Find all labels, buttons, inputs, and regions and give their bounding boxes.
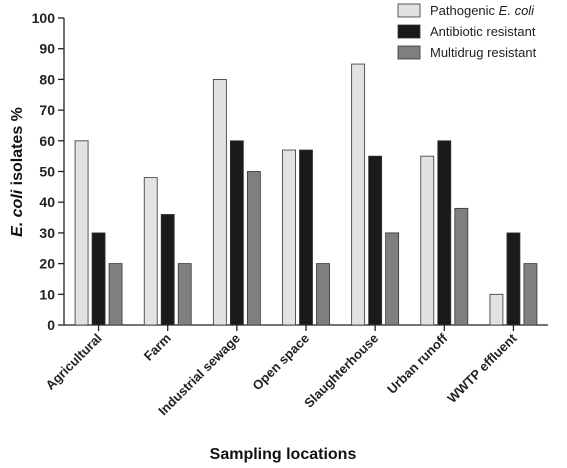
- legend-swatch: [397, 24, 421, 39]
- x-tick-label: Slaughterhouse: [301, 331, 381, 411]
- legend-label-prefix: Pathogenic: [430, 3, 499, 18]
- x-tick-label: WWTP effluent: [444, 330, 520, 406]
- bar: [246, 171, 261, 326]
- legend-label: Multidrug resistant: [430, 45, 537, 60]
- y-tick-label: 40: [39, 194, 55, 210]
- bar: [351, 63, 366, 326]
- bar: [177, 263, 192, 326]
- bar: [282, 149, 296, 326]
- y-axis-title-italic: E. coli: [9, 189, 26, 237]
- legend-swatch: [397, 45, 421, 60]
- y-tick-label: 70: [39, 102, 55, 118]
- x-tick-label: Farm: [141, 331, 174, 364]
- bar: [489, 293, 504, 326]
- bar: [385, 232, 400, 326]
- bar: [91, 232, 106, 326]
- y-tick-label: 80: [39, 71, 55, 87]
- x-tick-label: Open space: [249, 331, 312, 394]
- y-tick-label: 0: [47, 317, 55, 333]
- bar: [454, 207, 469, 326]
- bar: [212, 79, 227, 326]
- bar: [523, 263, 538, 326]
- y-tick-label: 20: [39, 256, 55, 272]
- legend-label: Pathogenic E. coli: [430, 3, 535, 18]
- bar: [143, 177, 158, 326]
- bar: [229, 140, 244, 326]
- bar: [368, 155, 383, 326]
- bar: [420, 155, 435, 326]
- x-tick-label: Agricultural: [42, 331, 104, 393]
- legend-swatch: [397, 3, 421, 18]
- bar: [299, 149, 313, 326]
- y-tick-label: 30: [39, 225, 55, 241]
- y-tick-label: 10: [39, 286, 55, 302]
- y-tick-label: 60: [39, 133, 55, 149]
- y-axis-title-rest: isolates %: [9, 107, 26, 190]
- bar: [437, 140, 452, 326]
- bar: [74, 140, 89, 326]
- bar: [506, 232, 521, 326]
- bar: [160, 214, 175, 326]
- legend-label-italic: E. coli: [499, 3, 536, 18]
- x-tick-label: Urban runoff: [384, 330, 451, 397]
- bar: [108, 263, 123, 326]
- y-tick-label: 90: [39, 41, 55, 57]
- y-tick-label: 100: [32, 10, 56, 26]
- x-axis-title: Sampling locations: [210, 446, 357, 463]
- bar: [316, 263, 330, 326]
- y-axis: 0 10 20 30 40 50 60 70 80 90 100: [32, 10, 65, 333]
- legend: Pathogenic E. coli Antibiotic resistant Mu…: [397, 3, 537, 60]
- bars: [74, 63, 538, 326]
- y-tick-label: 50: [39, 164, 55, 180]
- y-axis-title: E. coli isolates %: [9, 107, 26, 237]
- legend-label: Antibiotic resistant: [430, 24, 536, 39]
